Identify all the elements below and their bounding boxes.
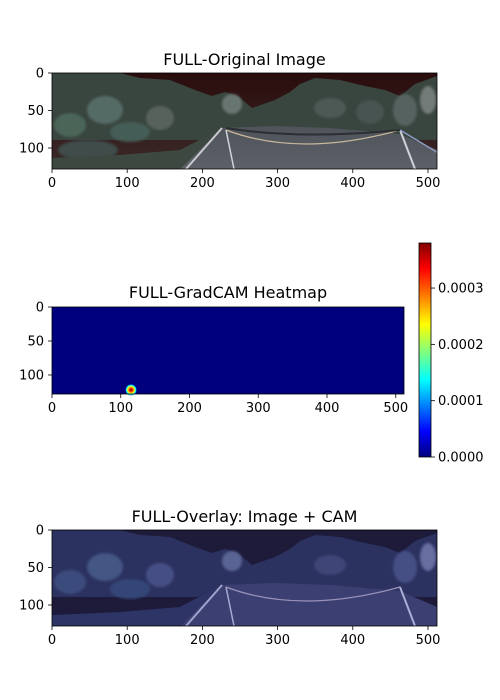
y-axis: 0 50 100 bbox=[19, 301, 52, 383]
x-tick-label: 500 bbox=[383, 401, 408, 416]
panel-gradcam: FULL-GradCAM Heatmap 0 100 200 300 400 500 0 5… bbox=[19, 283, 408, 416]
y-tick-label: 0 bbox=[36, 301, 44, 316]
panel-title: FULL-Original Image bbox=[163, 50, 325, 69]
colorbar-gradient bbox=[419, 243, 431, 457]
y-tick-label: 50 bbox=[27, 561, 44, 576]
y-tick-label: 0 bbox=[36, 524, 44, 539]
image-original bbox=[52, 73, 437, 169]
colorbar-tick-label: 0.0002 bbox=[438, 338, 484, 353]
x-tick-label: 200 bbox=[190, 633, 215, 648]
y-tick-label: 50 bbox=[27, 334, 44, 349]
x-tick-label: 0 bbox=[48, 401, 56, 416]
x-tick-label: 200 bbox=[177, 401, 202, 416]
x-tick-label: 0 bbox=[48, 176, 56, 191]
y-axis: 0 50 100 bbox=[19, 67, 52, 157]
x-tick-label: 500 bbox=[416, 176, 441, 191]
heatmap-background bbox=[52, 307, 404, 394]
y-tick-label: 100 bbox=[19, 142, 44, 157]
x-tick-label: 300 bbox=[265, 633, 290, 648]
x-tick-label: 400 bbox=[340, 633, 365, 648]
colorbar-ticks: 0.0003 0.0002 0.0001 0.0000 bbox=[431, 282, 484, 466]
panel-title: FULL-GradCAM Heatmap bbox=[129, 283, 327, 302]
x-tick-label: 500 bbox=[416, 633, 441, 648]
x-axis: 0 100 200 300 400 500 bbox=[48, 626, 441, 648]
x-tick-label: 200 bbox=[190, 176, 215, 191]
x-tick-label: 100 bbox=[115, 633, 140, 648]
panel-original: FULL-Original Image bbox=[19, 50, 441, 191]
x-tick-label: 100 bbox=[115, 176, 140, 191]
y-tick-label: 100 bbox=[19, 599, 44, 614]
x-tick-label: 300 bbox=[246, 401, 271, 416]
panel-title: FULL-Overlay: Image + CAM bbox=[132, 507, 358, 526]
colorbar: 0.0003 0.0002 0.0001 0.0000 bbox=[418, 242, 484, 466]
panel-overlay: FULL-Overlay: Image + CAM 0 100 200 300 400 bbox=[19, 507, 440, 648]
x-tick-label: 0 bbox=[48, 633, 56, 648]
x-tick-label: 400 bbox=[315, 401, 340, 416]
x-tick-label: 300 bbox=[265, 176, 290, 191]
y-axis: 0 50 100 bbox=[19, 524, 52, 614]
colorbar-tick-label: 0.0000 bbox=[438, 451, 484, 466]
x-tick-label: 100 bbox=[108, 401, 133, 416]
y-tick-label: 50 bbox=[27, 104, 44, 119]
colorbar-tick-label: 0.0003 bbox=[438, 282, 484, 297]
y-tick-label: 0 bbox=[36, 67, 44, 82]
x-axis: 0 100 200 300 400 500 bbox=[48, 394, 408, 416]
x-axis: 0 100 200 300 400 500 bbox=[48, 169, 441, 191]
y-tick-label: 100 bbox=[19, 368, 44, 383]
heatmap-hotspot bbox=[125, 383, 138, 396]
x-tick-label: 400 bbox=[340, 176, 365, 191]
colorbar-tick-label: 0.0001 bbox=[438, 394, 484, 409]
image-overlay bbox=[52, 530, 437, 626]
